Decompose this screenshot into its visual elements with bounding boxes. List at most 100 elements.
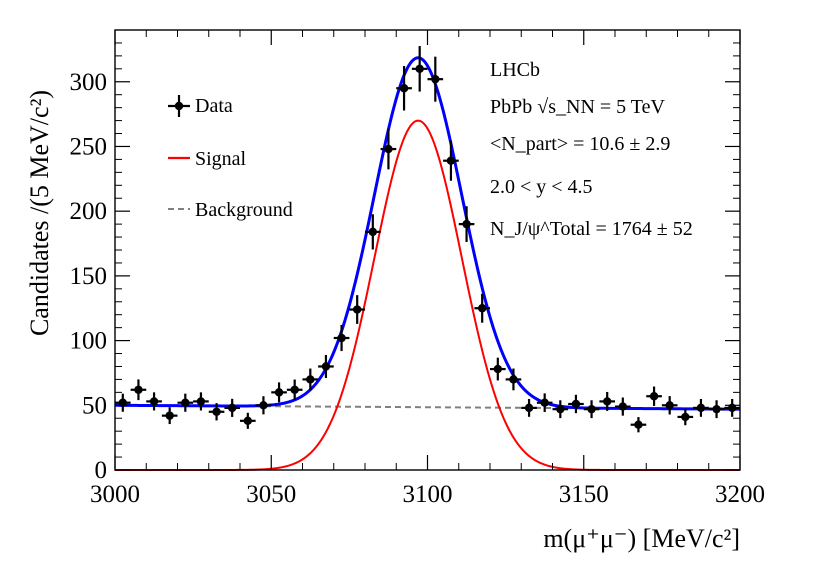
x-tick-label: 3100	[403, 481, 453, 508]
signal-fit-line	[115, 119, 740, 471]
annotation-lhcb: LHCb	[490, 59, 540, 81]
data-marker	[477, 304, 487, 313]
data-point	[708, 400, 725, 419]
data-marker	[212, 407, 221, 416]
data-marker	[259, 401, 268, 410]
data-marker	[165, 411, 174, 420]
data-marker	[540, 398, 549, 407]
data-marker	[196, 397, 206, 406]
data-point	[349, 295, 365, 324]
data-point	[583, 400, 600, 419]
data-marker	[337, 333, 346, 343]
data-point	[724, 398, 740, 417]
data-point	[286, 379, 303, 400]
x-axis-label: m(μ⁺μ⁻) [MeV/c²]	[543, 524, 740, 553]
legend-label-data: Data	[195, 95, 233, 117]
data-point	[161, 407, 178, 425]
legend-entry-data: Data	[168, 95, 233, 117]
data-point	[380, 128, 397, 170]
data-marker	[462, 219, 471, 229]
data-marker	[493, 364, 503, 374]
data-point	[255, 396, 272, 415]
data-point	[521, 398, 537, 417]
data-marker	[681, 412, 690, 422]
annotation-rapidity: 2.0 < y < 4.5	[490, 176, 593, 198]
data-marker	[134, 385, 143, 394]
data-point	[677, 408, 694, 426]
data-point	[568, 394, 584, 414]
data-marker	[274, 388, 284, 397]
data-marker	[352, 305, 362, 314]
y-tick-label: 0	[95, 457, 108, 484]
x-tick-label: 3050	[246, 481, 296, 508]
data-marker	[321, 362, 331, 371]
y-axis-ticks: 0 50 100 150 200 250 300	[70, 42, 740, 484]
data-marker	[399, 84, 409, 93]
data-marker	[446, 156, 456, 165]
data-marker	[696, 403, 706, 413]
y-tick-label: 150	[70, 263, 108, 290]
data-marker	[415, 64, 424, 74]
annotation-collision-system: PbPb √s_NN = 5 TeV	[490, 96, 666, 118]
data-point	[333, 324, 350, 352]
x-axis-ticks: 3000 3050 3100 3150 3200	[90, 30, 765, 508]
data-point	[474, 293, 490, 323]
data-marker	[556, 404, 565, 414]
data-point	[646, 386, 662, 406]
data-point	[177, 393, 194, 412]
data-marker	[634, 420, 643, 429]
data-point	[411, 46, 428, 92]
data-marker	[509, 375, 518, 384]
annotation-npart: <N_part> = 10.6 ± 2.9	[490, 133, 670, 155]
x-tick-label: 3200	[715, 481, 765, 508]
data-point	[193, 392, 209, 411]
data-marker	[368, 227, 378, 237]
y-tick-label: 250	[70, 133, 108, 160]
data-point	[552, 400, 569, 419]
data-marker	[571, 399, 581, 409]
data-point	[146, 392, 162, 411]
legend-data-marker	[174, 101, 184, 111]
y-tick-label: 200	[70, 198, 108, 225]
annotations: LHCb PbPb √s_NN = 5 TeV <N_part> = 10.6 …	[490, 59, 693, 240]
x-tick-label: 3150	[559, 481, 609, 508]
data-point	[505, 368, 522, 391]
fit-curves	[114, 56, 741, 471]
data-point	[615, 397, 631, 416]
data-point	[661, 396, 678, 415]
legend-label-background: Background	[195, 199, 293, 221]
data-point	[271, 382, 287, 403]
data-point	[115, 393, 131, 412]
data-point	[536, 393, 553, 413]
data-point	[302, 368, 319, 391]
x-tick-label: 3000	[90, 481, 140, 508]
data-marker	[712, 404, 721, 414]
y-tick-label: 300	[70, 69, 108, 96]
data-point	[224, 398, 240, 417]
data-marker	[618, 402, 628, 411]
total-fit-line	[114, 56, 741, 411]
data-point	[427, 56, 444, 102]
annotation-total-yield: N_J/ψ^Total = 1764 ± 52	[490, 218, 693, 240]
data-marker	[227, 403, 237, 413]
data-point	[630, 417, 647, 433]
data-marker	[243, 416, 253, 426]
data-point	[599, 391, 615, 411]
data-point	[208, 403, 225, 421]
data-point	[458, 206, 475, 242]
data-marker	[602, 397, 612, 406]
data-point	[443, 140, 459, 181]
legend-label-signal: Signal	[195, 148, 247, 170]
y-tick-label: 100	[70, 328, 108, 355]
data-point	[396, 65, 412, 111]
data-marker	[384, 144, 393, 154]
data-marker	[181, 398, 190, 407]
data-marker	[587, 404, 596, 414]
data-marker	[649, 392, 659, 401]
data-marker	[665, 401, 674, 410]
legend-entry-signal: Signal	[168, 148, 247, 170]
data-marker	[149, 397, 159, 406]
data-point	[693, 398, 709, 417]
data-point	[490, 357, 506, 381]
